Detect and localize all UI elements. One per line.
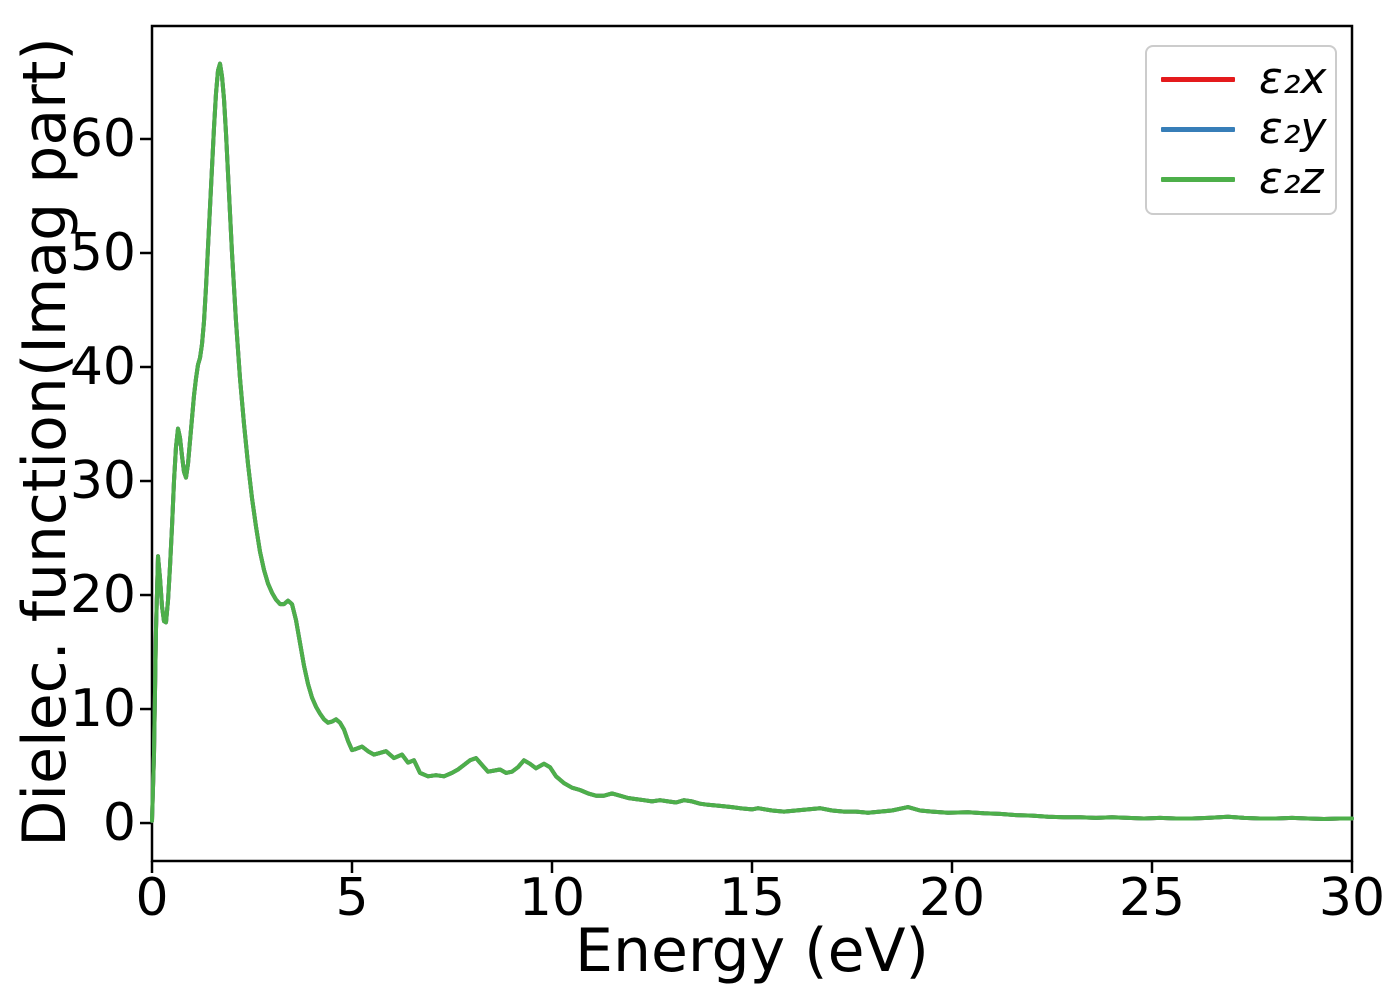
series-line-2 bbox=[150, 61, 1354, 823]
y-tick-label: 60 bbox=[69, 108, 136, 169]
data-lines bbox=[150, 61, 1354, 823]
x-tick-label: 30 bbox=[1318, 868, 1386, 928]
x-tick-label: 10 bbox=[518, 868, 586, 928]
legend-line-sample-e2x bbox=[1161, 76, 1235, 82]
legend-label-e2x: ε₂x bbox=[1259, 53, 1327, 104]
legend-line-sample-e2z bbox=[1161, 176, 1235, 182]
legend-entry-e2x: ε₂x bbox=[1161, 55, 1335, 103]
y-tick-label: 10 bbox=[69, 679, 136, 740]
y-axis-label: Dielec. function(Imag part) bbox=[10, 37, 80, 847]
y-tick-label: 50 bbox=[69, 222, 136, 283]
y-tick-label: 20 bbox=[69, 565, 136, 626]
x-tick-label: 20 bbox=[918, 868, 986, 928]
y-tick-label: 0 bbox=[102, 793, 136, 854]
legend: ε₂x ε₂y ε₂z bbox=[1145, 45, 1337, 215]
x-axis-label: Energy (eV) bbox=[575, 916, 929, 986]
legend-line-sample-e2y bbox=[1161, 126, 1235, 132]
x-tick-label: 15 bbox=[718, 868, 786, 928]
x-tick-label: 25 bbox=[1118, 868, 1186, 928]
legend-entry-e2z: ε₂z bbox=[1161, 155, 1335, 203]
y-tick-label: 30 bbox=[69, 451, 136, 511]
y-tick-label: 40 bbox=[69, 337, 136, 397]
legend-entry-e2y: ε₂y bbox=[1161, 105, 1335, 153]
x-tick-label: 5 bbox=[335, 868, 369, 928]
legend-label-e2z: ε₂z bbox=[1259, 153, 1324, 204]
legend-label-e2y: ε₂y bbox=[1259, 103, 1327, 154]
tick-marks bbox=[140, 137, 1354, 873]
x-tick-label: 0 bbox=[135, 868, 169, 928]
